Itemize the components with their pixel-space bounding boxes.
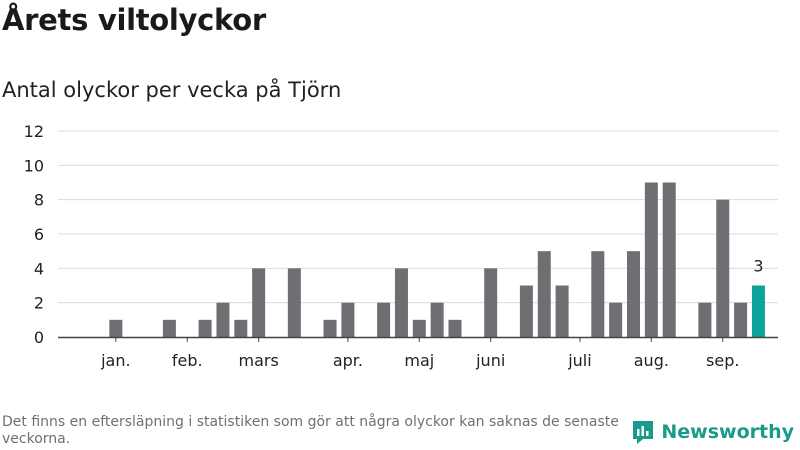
x-tick-label: aug. [634,351,669,370]
bar [662,182,676,337]
y-tick-label: 2 [34,294,44,313]
footnote: Det finns en eftersläpning i statistiken… [2,414,619,447]
x-tick-label: apr. [333,351,363,370]
x-tick-label: sep. [706,351,739,370]
bar [377,302,391,337]
y-tick-label: 8 [34,191,44,210]
chart-title: Årets viltolyckor [2,3,266,37]
bar-chart: 0 2 4 6 8 10 12 jan. feb. mars apr. maj juni juli aug.… [24,122,778,370]
bar [162,319,176,337]
bar [198,319,212,337]
y-tick-label: 10 [24,156,44,175]
bar [430,302,444,337]
bar [627,251,640,337]
x-tick-label: jan. [100,351,130,370]
bar [216,302,230,337]
bar [323,319,337,337]
brand-logo: Newsworthy [631,419,794,445]
x-tick-label: juli [567,351,591,370]
x-tick-label: maj [404,351,434,370]
bar [751,285,765,337]
bar [537,251,551,337]
bar [555,285,569,337]
chart-subtitle: Antal olyckor per vecka på Tjörn [2,78,342,102]
bar [341,302,355,337]
y-tick-label: 12 [24,122,44,141]
x-tick-label: juni [475,351,505,370]
bar [734,302,748,337]
data-label: 3 [753,257,763,276]
x-tick-label: mars [238,351,278,370]
x-tick-label: feb. [172,351,203,370]
bar [609,302,623,337]
bar [412,319,426,337]
bar [252,268,266,337]
brand-name: Newsworthy [661,421,794,443]
y-tick-label: 6 [34,225,44,244]
bar [448,319,462,337]
bar [519,285,533,337]
y-tick-label: 4 [34,259,44,278]
bar [698,302,712,337]
bar [644,182,658,337]
bar [394,268,408,337]
y-tick-label: 0 [34,328,44,347]
bar [109,319,123,337]
bar [484,268,498,337]
bar [234,319,248,337]
bar [287,268,301,337]
bar [716,199,730,337]
bar-chart-logo-icon [633,421,654,444]
bar [591,251,605,337]
